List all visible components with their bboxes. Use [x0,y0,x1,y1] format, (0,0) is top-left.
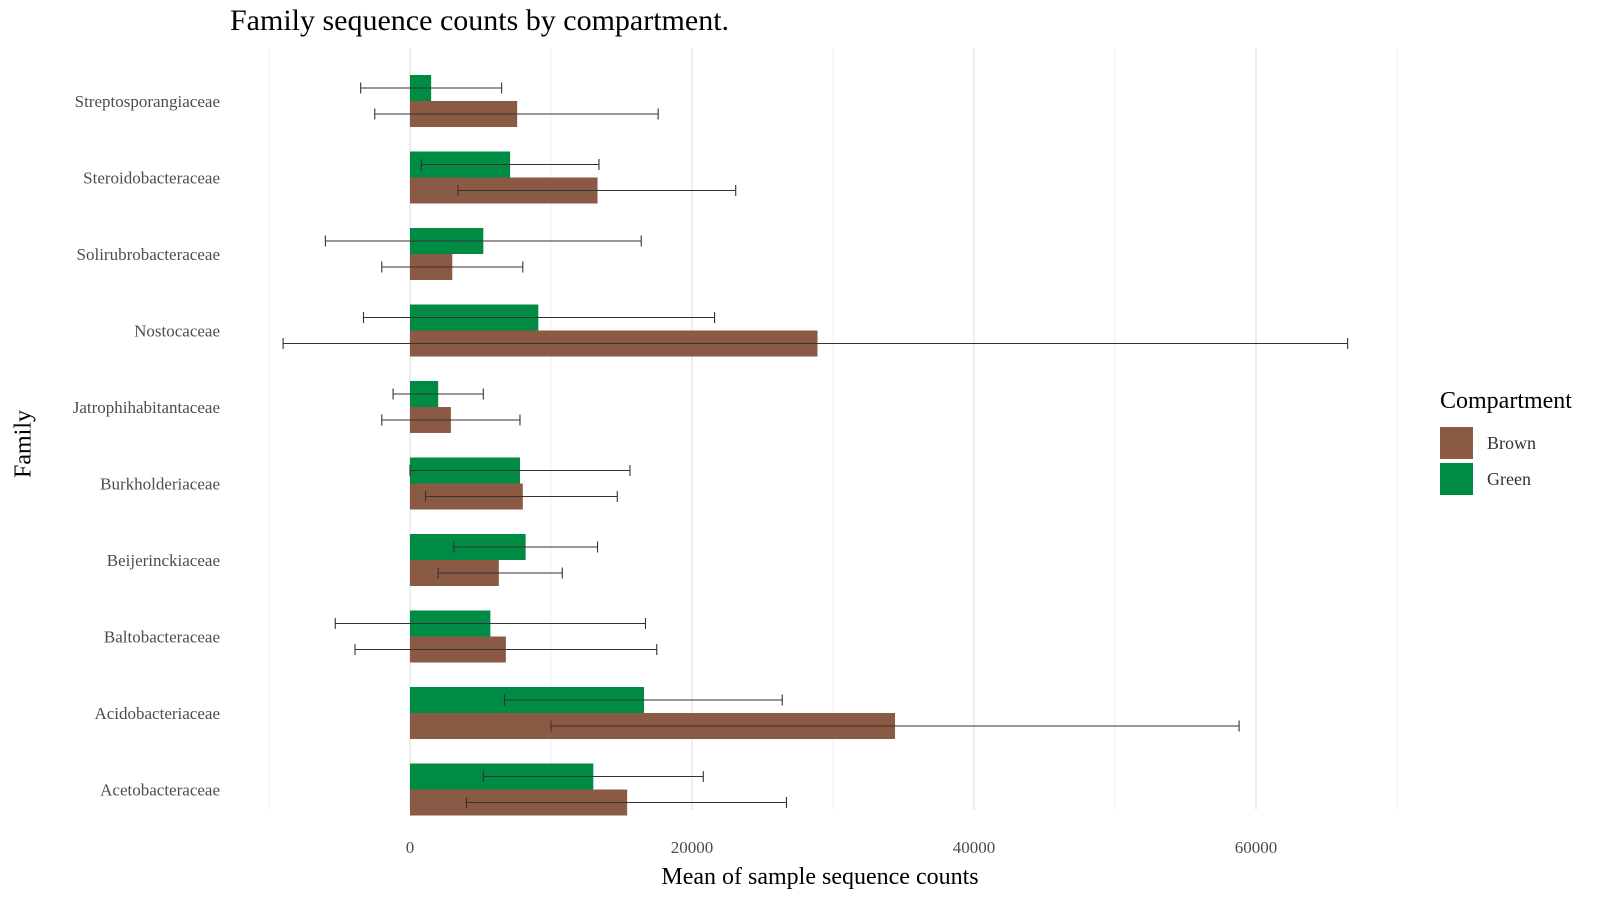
error-bar-green-baltobacteraceae [334,618,647,629]
y-tick-label: Beijerinckiaceae [107,551,220,570]
y-tick-labels: Streptosporangiaceae Steroidobacteraceae S… [73,92,220,800]
error-bar-green-jatrophihabitantaceae [392,388,484,400]
error-bar-brown-beijerinckiaceae [437,567,563,579]
error-bar-green-streptosporangiaceae [360,82,503,94]
error-bar-brown-nostocaceae [282,338,1349,349]
x-tick-label: 0 [406,838,415,857]
error-bar-brown-steroidobacteraceae [457,185,737,196]
error-bar-brown-solirubrobacteraceae [381,261,524,273]
error-bar-green-steroidobacteraceae [420,159,600,170]
y-tick-label: Nostocaceae [134,322,220,341]
x-tick-label: 20000 [671,838,714,857]
x-tick-labels: 0 20000 40000 60000 [406,838,1278,857]
legend-item-green: Green [1440,461,1572,497]
error-bar-green-solirubrobacteraceae [324,235,642,247]
x-tick-label: 60000 [1235,838,1278,857]
error-bar-brown-acidobacteriaceae [550,720,1240,732]
bars [410,75,896,816]
y-axis-label: Family [10,409,37,479]
error-bar-brown-burkholderiaceae [424,491,618,502]
legend: Compartment Brown Green [1440,388,1572,497]
legend-title: Compartment [1440,388,1572,414]
chart-title: Family sequence counts by compartment. [230,4,730,37]
y-tick-label: Jatrophihabitantaceae [73,398,220,417]
y-tick-label: Acidobacteriaceae [94,704,220,723]
x-tick-label: 40000 [953,838,996,857]
error-bar-brown-acetobacteraceae [465,797,788,808]
legend-label-brown: Brown [1487,432,1536,453]
y-tick-label: Streptosporangiaceae [75,92,220,111]
y-tick-label: Burkholderiaceae [100,475,220,494]
error-bar-brown-streptosporangiaceae [374,108,659,120]
legend-swatch-brown [1440,427,1473,459]
y-tick-label: Baltobacteraceae [104,628,220,647]
error-bars [282,82,1349,808]
error-bar-green-acidobacteriaceae [503,694,783,706]
legend-item-brown: Brown [1440,425,1572,461]
error-bar-green-beijerinckiaceae [453,541,599,553]
x-axis-label: Mean of sample sequence counts [661,864,979,890]
error-bar-green-acetobacteraceae [482,771,704,782]
error-bar-brown-jatrophihabitantaceae [381,414,521,426]
legend-swatch-green [1440,463,1473,495]
error-bar-brown-baltobacteraceae [354,644,658,655]
error-bar-green-nostocaceae [362,312,716,323]
error-bar-green-burkholderiaceae [409,465,631,476]
y-tick-label: Acetobacteraceae [100,781,220,800]
legend-label-green: Green [1487,468,1531,489]
y-tick-label: Steroidobacteraceae [83,169,220,188]
y-tick-label: Solirubrobacteraceae [77,245,220,264]
